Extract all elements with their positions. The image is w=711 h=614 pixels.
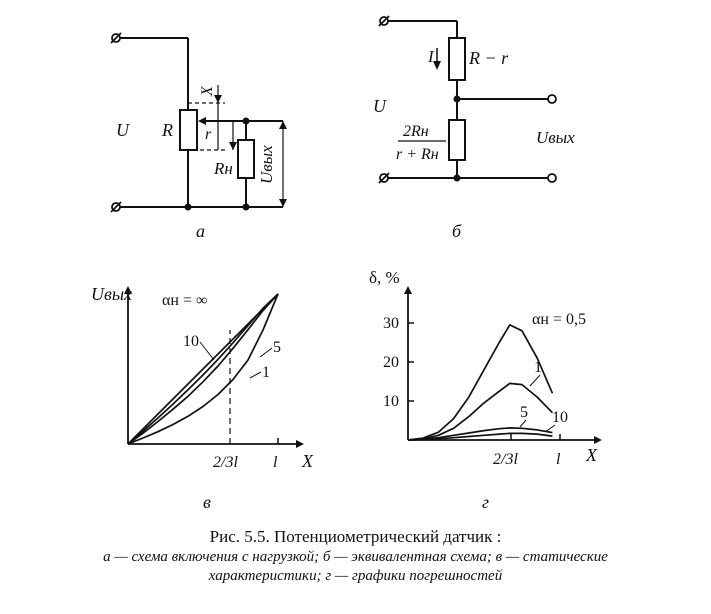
y-axis-arrow-g: [404, 286, 412, 294]
circuit-a: [118, 37, 283, 208]
load-resistor: [237, 139, 255, 179]
series-label-1-g: 1: [534, 359, 542, 376]
y-tick-20: 20: [383, 354, 399, 371]
caption-line-2: а — схема включения с нагрузкой; б — экв…: [103, 549, 608, 565]
figure-caption-title: Рис. 5.5. Потенциометрический датчик :: [209, 527, 502, 546]
series-label-1-v: 1: [262, 364, 270, 381]
series-label-10-g: 10: [552, 409, 568, 426]
label-x-a: X: [199, 85, 216, 97]
potentiometer-r: [179, 109, 198, 151]
chart-v-series-line-3: [127, 293, 279, 445]
chart-g-series-line-4: [407, 432, 553, 441]
y-axis-arrow-v: [124, 286, 132, 294]
label-r-small: r: [205, 126, 212, 143]
circuit-b-terminals: [378, 15, 557, 184]
caption-line-3: характеристики; г — графики погрешностей: [208, 568, 503, 584]
chart-g-series-line-3: [407, 427, 553, 441]
y-tick-30: 30: [383, 315, 399, 332]
label-rn-a: Rн: [213, 159, 233, 178]
y-label-v: Uвых: [91, 284, 132, 304]
tick-label-l-v: l: [273, 454, 278, 471]
label-uout-b: Uвых: [536, 128, 575, 147]
wiper-arrow: [198, 117, 206, 125]
circuit-b-current-arrow: [433, 48, 441, 70]
panel-letter-g: г: [482, 492, 489, 512]
tick-label-2-3l-v: 2/3l: [213, 454, 238, 471]
label-uout-a: Uвых: [257, 145, 276, 184]
label-r-a: R: [161, 120, 173, 140]
panel-letter-b: б: [452, 221, 462, 241]
label-r-minus-r: R − r: [468, 48, 509, 68]
leader-lines-v: [199, 341, 273, 379]
label-u-a: U: [116, 120, 130, 140]
series-label-5-v: 5: [273, 339, 281, 356]
circuit-a-dims: [188, 85, 287, 207]
series-group-g: [407, 324, 554, 441]
series-label-10-v: 10: [183, 333, 199, 350]
circuit-b-nodes: [453, 95, 461, 182]
series-label-inf: αн = ∞: [162, 292, 207, 309]
resistor-r-minus-r: [448, 37, 466, 81]
fraction-numerator: 2Rн: [403, 123, 429, 140]
chart-g-series-line-2: [407, 382, 554, 441]
panel-letter-a: а: [196, 221, 205, 241]
label-u-b: U: [373, 96, 387, 116]
chart-g-series-line-1: [407, 324, 554, 441]
y-ticks-g: [408, 322, 561, 440]
y-tick-10: 10: [383, 393, 399, 410]
series-label-05: αн = 0,5: [532, 311, 586, 328]
panel-letter-v: в: [203, 492, 211, 512]
leader-lines-g: [519, 374, 556, 433]
fraction-denominator: r + Rн: [396, 146, 439, 163]
tick-label-2-3l-g: 2/3l: [493, 451, 518, 468]
x-axis-arrow-v: [296, 440, 304, 448]
chart-v-series-line-4: [127, 293, 279, 445]
chart-errors: 10 20 30 δ, % X 2/3l l αн = 0,5 1 5 10 г: [369, 268, 602, 512]
label-i: I: [427, 47, 435, 66]
chart-characteristics: Uвых X 2/3l l αн = ∞ 10 5 1 в: [91, 284, 314, 512]
circuit-a-nodes: [184, 117, 250, 211]
y-label-g: δ, %: [369, 268, 400, 287]
x-axis-arrow-g: [594, 436, 602, 444]
circuit-a-terminals: [110, 32, 122, 213]
series-label-5-g: 5: [520, 404, 528, 421]
figure-caption-description: а — схема включения с нагрузкой; б — экв…: [0, 548, 711, 586]
x-label-v: X: [301, 451, 314, 471]
x-label-g: X: [585, 445, 598, 465]
resistor-equivalent: [448, 119, 466, 161]
tick-label-l-g: l: [556, 451, 561, 468]
series-group-v: [127, 293, 279, 445]
chart-v-series-line-2: [127, 293, 279, 445]
